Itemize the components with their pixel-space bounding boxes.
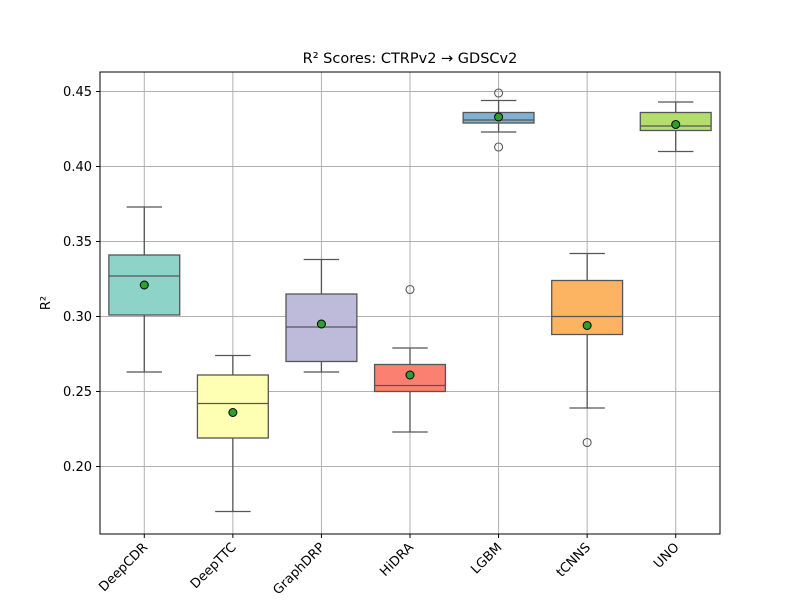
- iqr-box: [196, 374, 269, 439]
- x-tick-label: tCNNS: [554, 540, 594, 580]
- mean-marker: [582, 321, 592, 330]
- y-tick-label: 0.30: [63, 310, 92, 325]
- box-hidra: [373, 284, 447, 433]
- x-tick-label: LGBM: [468, 540, 505, 577]
- outlier-point: [405, 284, 415, 295]
- y-axis-label: R²: [39, 296, 54, 310]
- x-tick-label: DeepCDR: [96, 540, 151, 595]
- box-uno: [639, 101, 712, 153]
- x-tick-label: GraphDRP: [270, 540, 328, 598]
- box-deepcdr: [108, 206, 181, 373]
- x-tick-label: DeepTTC: [188, 540, 240, 592]
- grid-lines: [100, 72, 720, 534]
- y-tick-label: 0.35: [63, 235, 92, 250]
- y-tick-label: 0.20: [63, 460, 92, 475]
- y-tick-label: 0.25: [63, 385, 92, 400]
- box-tcnns: [551, 252, 624, 448]
- outlier-point: [582, 437, 592, 448]
- mean-marker: [494, 112, 504, 122]
- box-deepttc: [196, 354, 269, 513]
- y-axis-ticks: 0.20 0.25 0.30 0.35 0.40 0.45: [63, 85, 100, 475]
- x-tick-label: UNO: [651, 540, 682, 571]
- x-axis-ticks: DeepCDR DeepTTC GraphDRP HiDRA LGBM tCNNS UNO: [96, 534, 683, 598]
- mean-marker: [228, 408, 238, 417]
- box-graphdrp: [285, 258, 358, 373]
- mean-marker: [316, 319, 326, 329]
- y-tick-label: 0.45: [63, 85, 92, 100]
- boxes: [108, 88, 712, 513]
- chart-title: R² Scores: CTRPv2 → GDSCv2: [303, 51, 518, 67]
- outlier-point: [494, 142, 504, 152]
- box-lgbm: [462, 88, 535, 152]
- mean-marker: [139, 280, 149, 290]
- mean-marker: [671, 120, 681, 129]
- y-tick-label: 0.40: [63, 160, 92, 175]
- mean-marker: [405, 370, 415, 380]
- outlier-point: [494, 88, 504, 98]
- x-tick-label: HiDRA: [377, 540, 417, 580]
